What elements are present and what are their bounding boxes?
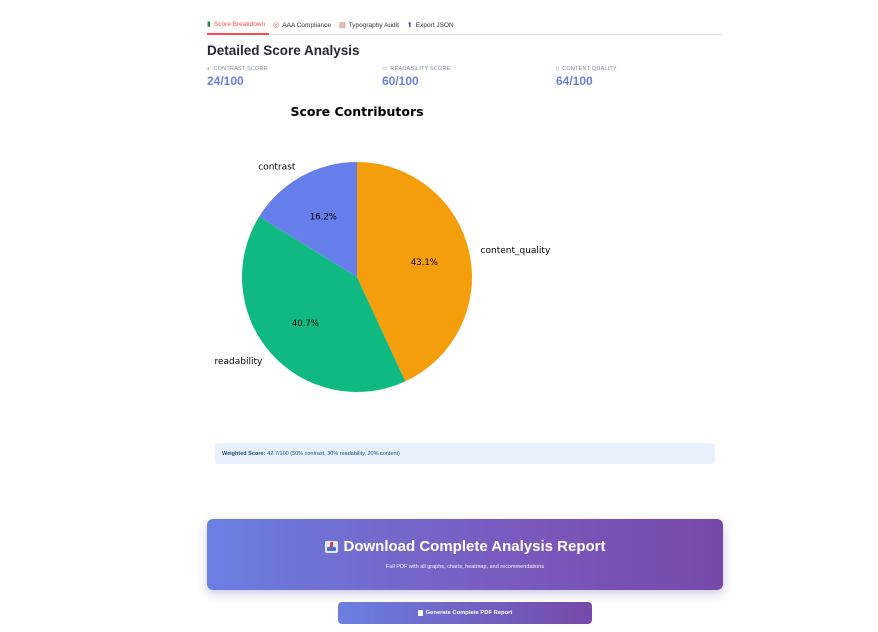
metric-label: CONTRAST SCORE xyxy=(213,66,268,72)
pie-slice-contrast xyxy=(259,162,357,277)
tab-typography-audit[interactable]: ▤ Typography Audit xyxy=(339,15,403,35)
metric-label: READABILITY SCORE xyxy=(390,66,451,72)
metric-label: CONTENT QUALITY xyxy=(562,66,617,72)
pie-percent-label: 40.7% xyxy=(292,319,319,329)
tab-label: Score Breakdown xyxy=(213,20,266,28)
tab-label: Typography Audit xyxy=(348,21,399,29)
pie-category-label: content_quality xyxy=(481,246,551,256)
target-icon: ◎ xyxy=(273,21,280,29)
pie-category-label: contrast xyxy=(258,163,296,173)
generate-pdf-button[interactable]: Generate Complete PDF Report xyxy=(338,602,592,624)
tab-score-breakdown[interactable]: ▮ Score Breakdown xyxy=(207,15,270,35)
metric-content-quality: ▯ CONTENT QUALITY 64/100 xyxy=(556,66,617,88)
pie-slice-readability xyxy=(242,216,406,392)
metric-value: 60/100 xyxy=(382,74,419,88)
metric-readability: ▭ READABILITY SCORE 60/100 xyxy=(382,66,451,88)
info-text: 42.7/100 (50% contrast, 30% readability,… xyxy=(267,450,400,457)
inbox-tray-icon xyxy=(324,540,338,553)
pie-chart: Score Contributors 43.1% content_quality 4… xyxy=(200,100,560,420)
info-label: Weighted Score: xyxy=(222,450,266,457)
banner-subtitle: Full PDF with all graphs, charts, heatma… xyxy=(385,564,545,570)
document-icon xyxy=(417,610,423,616)
tab-label: Export JSON xyxy=(415,21,454,29)
button-label: Generate Complete PDF Report xyxy=(425,610,513,616)
metric-value: 64/100 xyxy=(556,74,593,88)
pie-chart-svg: Score Contributors 43.1% content_quality 4… xyxy=(215,104,551,392)
weighted-score-info: Weighted Score: 42.7/100 (50% contrast, … xyxy=(215,443,715,464)
download-report-banner: Download Complete Analysis Report Full P… xyxy=(207,519,723,590)
banner-title: Download Complete Analysis Report xyxy=(343,538,606,555)
pie-percent-label: 16.2% xyxy=(310,213,337,223)
book-icon: ▭ xyxy=(382,66,388,72)
metric-contrast: ◐ CONTRAST SCORE 24/100 xyxy=(207,66,268,88)
section-title: Detailed Score Analysis xyxy=(207,43,360,58)
export-icon: ⬆ xyxy=(406,21,413,29)
tab-aaa-compliance[interactable]: ◎ AAA Compliance xyxy=(273,15,335,35)
contrast-icon: ◐ xyxy=(207,66,211,72)
tab-export-json[interactable]: ⬆ Export JSON xyxy=(407,15,458,35)
pie-category-label: readability xyxy=(215,357,264,367)
pie-slice-content-quality xyxy=(357,162,472,382)
document-icon: ▯ xyxy=(556,66,560,72)
tab-label: AAA Compliance xyxy=(282,21,332,29)
chart-title: Score Contributors xyxy=(290,104,423,119)
font-icon: ▤ xyxy=(339,21,346,29)
tab-bar: ▮ Score Breakdown ◎ AAA Compliance ▤ Typ… xyxy=(207,15,723,35)
metric-value: 24/100 xyxy=(207,74,244,88)
bar-chart-icon: ▮ xyxy=(207,20,211,28)
pie-percent-label: 43.1% xyxy=(411,258,438,268)
